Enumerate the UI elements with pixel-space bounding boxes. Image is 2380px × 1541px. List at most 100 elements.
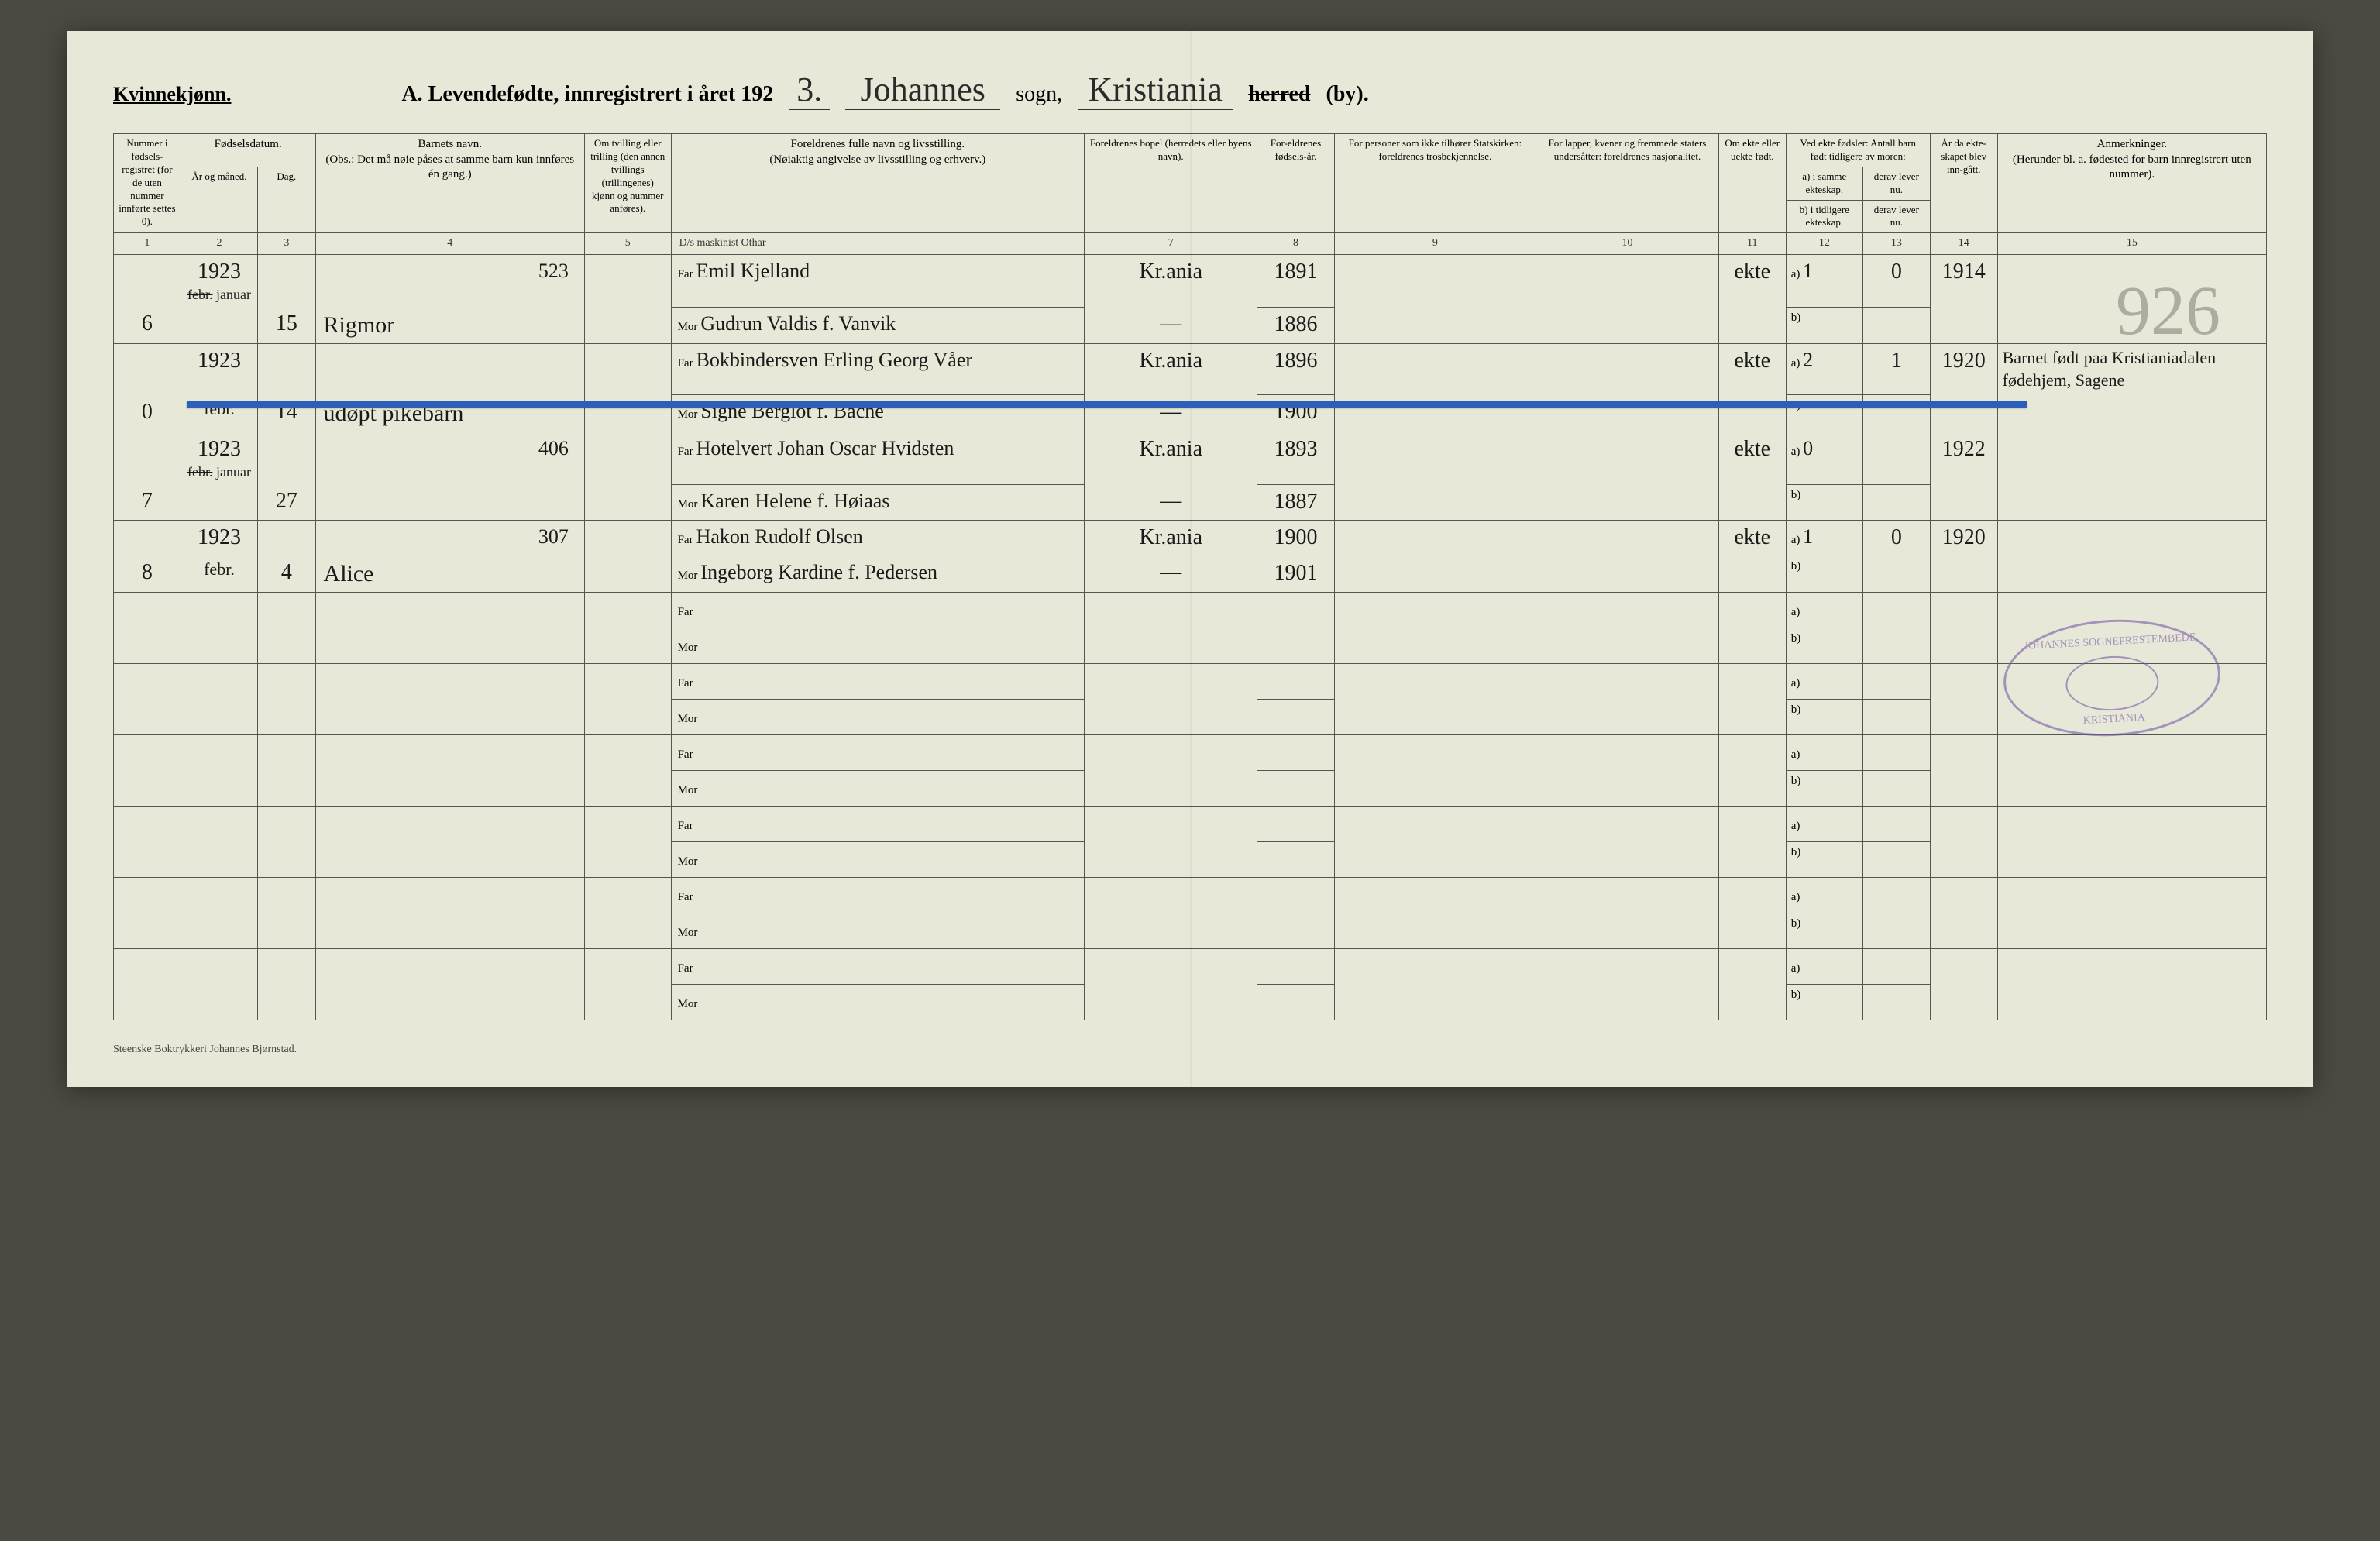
colnum: 13 <box>1862 233 1930 254</box>
cell-day: 15 <box>258 307 315 344</box>
col-6b: (Nøiaktig angivelse av livsstilling og e… <box>676 153 1079 168</box>
cell-legit: ekte <box>1718 344 1786 395</box>
cell-rel <box>1334 307 1536 344</box>
ledger-page: Kvinnekjønn. A. Levendefødte, innregistr… <box>67 31 2313 1087</box>
cell-day <box>258 949 315 985</box>
cell-mar <box>1930 556 1997 593</box>
col-12-13-top: Ved ekte fødsler: Antall barn født tidli… <box>1786 134 1930 167</box>
cell-fyear: 1891 <box>1257 254 1334 307</box>
cell-home <box>1085 593 1257 628</box>
cell-month <box>181 484 257 520</box>
col-15b: (Herunder bl. a. fødested for barn innre… <box>2003 153 2261 183</box>
cell-13a <box>1862 878 1930 913</box>
cell-blank <box>584 735 671 771</box>
cell-day <box>258 664 315 700</box>
cell-note <box>1997 395 2266 432</box>
cell-13a <box>1862 432 1930 484</box>
cell-13a: 0 <box>1862 520 1930 556</box>
cell-mother: Mor <box>671 700 1084 735</box>
cell-num <box>114 593 181 628</box>
occupation-overflow: D/s maskinist Othar <box>671 233 1084 254</box>
cell-day <box>258 842 315 878</box>
cell-month <box>181 913 257 949</box>
cell-home <box>1085 949 1257 985</box>
cell-12a: a) <box>1786 664 1862 700</box>
cell-father: Far <box>671 807 1084 842</box>
column-number-row: 1 2 3 4 5 D/s maskinist Othar 7 8 9 10 1… <box>114 233 2267 254</box>
cell-father: Far <box>671 949 1084 985</box>
cell-child <box>315 913 584 949</box>
cell-year: 1923febr. januar <box>181 432 257 484</box>
cell-year <box>181 735 257 771</box>
cell-home2 <box>1085 628 1257 664</box>
cell-month <box>181 771 257 807</box>
cell-year <box>181 664 257 700</box>
cell-blank <box>584 664 671 700</box>
colnum: 1 <box>114 233 181 254</box>
cell-myear <box>1257 913 1334 949</box>
cell-note <box>1997 484 2266 520</box>
cell-13b <box>1862 913 1930 949</box>
cell-day <box>258 520 315 556</box>
cell-mar <box>1930 842 1997 878</box>
colnum: 15 <box>1997 233 2266 254</box>
cell-mar <box>1930 985 1997 1020</box>
col-12a-header: a) i samme ekteskap. <box>1786 167 1862 200</box>
cell-note <box>1997 520 2266 556</box>
col-8-header: For-eldrenes fødsels-år. <box>1257 134 1334 233</box>
cell-num <box>114 807 181 842</box>
cell-fyear <box>1257 735 1334 771</box>
cell-home <box>1085 664 1257 700</box>
cell-twin-ref <box>315 344 584 395</box>
cell-mother: Mor <box>671 913 1084 949</box>
cell-rel <box>1334 628 1536 664</box>
cell-mar <box>1930 949 1997 985</box>
cell-nat <box>1536 484 1719 520</box>
cell-legit <box>1718 593 1786 628</box>
cell-home: Kr.ania <box>1085 432 1257 484</box>
cell-12a: a) 0 <box>1786 432 1862 484</box>
cell-blank <box>584 432 671 484</box>
table-row: Mor b) <box>114 700 2267 735</box>
cell-nat <box>1536 432 1719 484</box>
cell-num <box>114 842 181 878</box>
table-row: Far a) <box>114 664 2267 700</box>
cell-mother: Mor <box>671 628 1084 664</box>
cell-myear: 1901 <box>1257 556 1334 593</box>
colnum: 4 <box>315 233 584 254</box>
col-10-header: For lapper, kvener og fremmede staters u… <box>1536 134 1719 233</box>
cell-mar <box>1930 913 1997 949</box>
cell-legit <box>1718 484 1786 520</box>
cell-note <box>1997 735 2266 771</box>
cell-blank <box>584 700 671 735</box>
cell-num <box>114 344 181 395</box>
cell-nat <box>1536 771 1719 807</box>
col-6-header: Foreldrenes fulle navn og livsstilling. … <box>671 134 1084 233</box>
cell-twin-ref <box>315 807 584 842</box>
col-4b: (Obs.: Det må nøie påses at samme barn k… <box>321 153 580 183</box>
cell-father: Far <box>671 735 1084 771</box>
cell-num <box>114 700 181 735</box>
cell-mother: Mor Ingeborg Kardine f. Pedersen <box>671 556 1084 593</box>
cell-mar <box>1930 878 1997 913</box>
table-row: 1923 Far Bokbindersven Erling Georg Våer… <box>114 344 2267 395</box>
cell-home <box>1085 807 1257 842</box>
cell-year: 1923febr. januar <box>181 254 257 307</box>
cell-12a: a) <box>1786 878 1862 913</box>
cell-12b: b) <box>1786 307 1862 344</box>
table-row: Mor b) <box>114 842 2267 878</box>
cell-home2 <box>1085 985 1257 1020</box>
cell-note <box>1997 842 2266 878</box>
col-2-header: Fødselsdatum. <box>181 134 315 167</box>
cell-nat <box>1536 344 1719 395</box>
cell-12b: b) <box>1786 700 1862 735</box>
sogn-value: Johannes <box>845 70 1000 110</box>
cell-nat <box>1536 593 1719 628</box>
by-value: Kristiania <box>1078 70 1233 110</box>
cell-home: Kr.ania <box>1085 254 1257 307</box>
cell-13a <box>1862 949 1930 985</box>
cell-year: 1923 <box>181 344 257 395</box>
col-11-header: Om ekte eller uekte født. <box>1718 134 1786 233</box>
cell-nat <box>1536 949 1719 985</box>
cell-year <box>181 593 257 628</box>
